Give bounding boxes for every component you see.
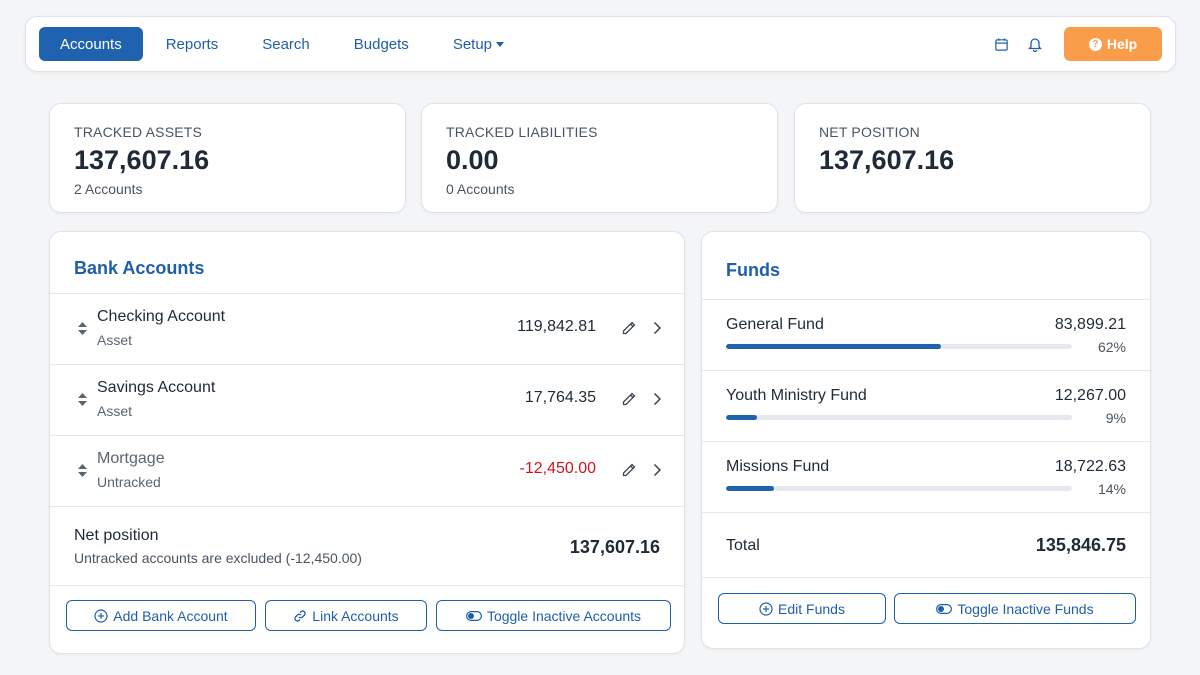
net-position-note: Untracked accounts are excluded (-12,450… <box>74 550 362 566</box>
pencil-icon[interactable] <box>621 320 637 336</box>
bell-icon[interactable] <box>1018 27 1052 61</box>
top-nav: Accounts Reports Search Budgets Setup ? … <box>25 16 1176 72</box>
net-position-card: NET POSITION 137,607.16 <box>794 103 1151 213</box>
nav-search[interactable]: Search <box>262 35 310 53</box>
net-position-row: Net position Untracked accounts are excl… <box>50 507 684 586</box>
account-balance: 17,764.35 <box>524 389 596 406</box>
fund-row: Missions Fund 18,722.63 14% <box>702 442 1150 513</box>
account-name: Mortgage <box>97 450 165 467</box>
fund-name: Missions Fund <box>726 458 830 475</box>
fund-name: General Fund <box>726 316 824 333</box>
bank-accounts-header: Bank Accounts <box>50 232 684 294</box>
tracked-liabilities-count: 0 Accounts <box>446 181 515 197</box>
fund-row: General Fund 83,899.21 62% <box>702 300 1150 371</box>
account-balance: 119,842.81 <box>517 318 596 335</box>
fund-name: Youth Ministry Fund <box>726 387 867 404</box>
toggle-inactive-funds-label: Toggle Inactive Funds <box>957 600 1094 617</box>
funds-total-value: 135,846.75 <box>1035 535 1126 555</box>
net-position-title: Net position <box>74 527 159 544</box>
funds-header: Funds <box>702 232 1150 300</box>
link-accounts-label: Link Accounts <box>312 607 399 624</box>
account-row[interactable]: Savings Account Asset 17,764.35 <box>50 365 684 436</box>
edit-funds-button[interactable]: Edit Funds <box>718 593 886 624</box>
fund-progress-track <box>726 486 1072 491</box>
sort-handle-icon[interactable] <box>78 464 87 477</box>
nav-setup[interactable]: Setup <box>432 27 525 61</box>
fund-progress-track <box>726 415 1072 420</box>
net-position-label: NET POSITION <box>819 124 920 140</box>
fund-progress-fill <box>726 486 775 491</box>
plus-circle-icon <box>94 608 108 623</box>
tracked-liabilities-label: TRACKED LIABILITIES <box>446 124 598 140</box>
question-circle-icon: ? <box>1088 37 1102 51</box>
pencil-icon[interactable] <box>621 391 637 407</box>
sort-handle-icon[interactable] <box>78 322 87 335</box>
tracked-assets-count: 2 Accounts <box>74 181 143 197</box>
funds-total-row: Total 135,846.75 <box>702 513 1150 578</box>
fund-amount: 12,267.00 <box>1054 387 1126 404</box>
account-type: Asset <box>97 332 133 348</box>
account-type: Asset <box>97 403 133 419</box>
fund-progress-fill <box>726 344 941 349</box>
fund-percent: 9% <box>1105 410 1126 426</box>
funds-total-label: Total <box>726 537 760 554</box>
add-bank-account-label: Add Bank Account <box>113 607 228 624</box>
toggle-icon <box>936 603 953 614</box>
account-row[interactable]: Checking Account Asset 119,842.81 <box>50 294 684 365</box>
calendar-icon[interactable] <box>984 27 1018 61</box>
nav-setup-label: Setup <box>452 35 493 53</box>
chevron-right-icon[interactable] <box>652 320 662 336</box>
fund-progress-track <box>726 344 1072 349</box>
tracked-liabilities-value: 0.00 <box>446 145 499 175</box>
fund-percent: 62% <box>1097 339 1126 355</box>
chevron-right-icon[interactable] <box>652 462 662 478</box>
chevron-right-icon[interactable] <box>652 391 662 407</box>
bank-accounts-title: Bank Accounts <box>74 258 205 278</box>
funds-title: Funds <box>726 260 780 280</box>
toggle-inactive-accounts-label: Toggle Inactive Accounts <box>486 607 642 624</box>
link-accounts-button[interactable]: Link Accounts <box>265 600 427 631</box>
fund-amount: 18,722.63 <box>1054 458 1126 475</box>
fund-amount: 83,899.21 <box>1054 316 1126 333</box>
toggle-inactive-accounts-button[interactable]: Toggle Inactive Accounts <box>436 600 671 631</box>
account-row[interactable]: Mortgage Untracked -12,450.00 <box>50 436 684 507</box>
fund-row: Youth Ministry Fund 12,267.00 9% <box>702 371 1150 442</box>
help-label: Help <box>1106 36 1138 52</box>
bank-accounts-panel: Bank Accounts Checking Account Asset 119… <box>49 231 685 654</box>
add-bank-account-button[interactable]: Add Bank Account <box>66 600 256 631</box>
tracked-assets-card: TRACKED ASSETS 137,607.16 2 Accounts <box>49 103 406 213</box>
nav-accounts[interactable]: Accounts <box>39 27 143 61</box>
tracked-liabilities-card: TRACKED LIABILITIES 0.00 0 Accounts <box>421 103 778 213</box>
account-name: Savings Account <box>97 379 216 396</box>
link-icon <box>294 609 306 622</box>
caret-down-icon <box>496 41 505 47</box>
bank-actions: Add Bank Account Link Accounts Toggle In… <box>66 600 671 631</box>
tracked-assets-value: 137,607.16 <box>74 145 210 175</box>
fund-percent: 14% <box>1097 481 1126 497</box>
help-button[interactable]: ? Help <box>1064 27 1162 61</box>
tracked-assets-label: TRACKED ASSETS <box>74 124 203 140</box>
account-name: Checking Account <box>97 308 226 325</box>
net-position-total: 137,607.16 <box>569 537 660 557</box>
plus-circle-icon <box>759 601 773 616</box>
nav-budgets[interactable]: Budgets <box>353 35 409 53</box>
toggle-icon <box>465 610 482 621</box>
toggle-inactive-funds-button[interactable]: Toggle Inactive Funds <box>894 593 1136 624</box>
funds-panel: Funds General Fund 83,899.21 62% Youth M… <box>701 231 1151 649</box>
pencil-icon[interactable] <box>621 462 637 478</box>
funds-actions: Edit Funds Toggle Inactive Funds <box>718 593 1136 624</box>
account-type: Untracked <box>97 474 161 490</box>
edit-funds-label: Edit Funds <box>778 600 845 617</box>
fund-progress-fill <box>726 415 758 420</box>
net-position-value: 137,607.16 <box>819 145 955 175</box>
account-balance: -12,450.00 <box>519 460 596 477</box>
sort-handle-icon[interactable] <box>78 393 87 406</box>
nav-reports[interactable]: Reports <box>165 35 219 53</box>
